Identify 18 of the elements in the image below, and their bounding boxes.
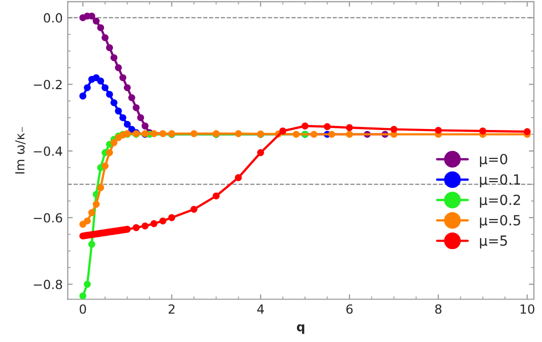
x-axis-title: q	[296, 324, 304, 334]
x-tick-label: 2	[168, 304, 174, 314]
y-tick-label: −0.6	[34, 213, 62, 223]
y-axis-title: Im ω/κ₋	[15, 127, 26, 174]
x-tick-label: 8	[435, 304, 442, 314]
legend-label: μ=0	[480, 154, 508, 168]
legend-label: μ=0.1	[480, 174, 520, 188]
legend-label: μ=0.2	[480, 194, 520, 208]
x-tick-label: 0	[80, 304, 86, 314]
y-tick-label: −0.2	[34, 80, 62, 90]
x-tick-label: 6	[346, 304, 353, 314]
x-tick-label: 10	[520, 304, 534, 314]
legend-label: μ=0.5	[480, 214, 520, 228]
x-tick-label: 4	[257, 304, 264, 314]
y-tick-label: −0.8	[34, 280, 62, 290]
y-tick-label: −0.4	[34, 146, 62, 156]
y-tick-label: 0.0	[44, 13, 62, 23]
legend-label: μ=5	[480, 236, 507, 249]
